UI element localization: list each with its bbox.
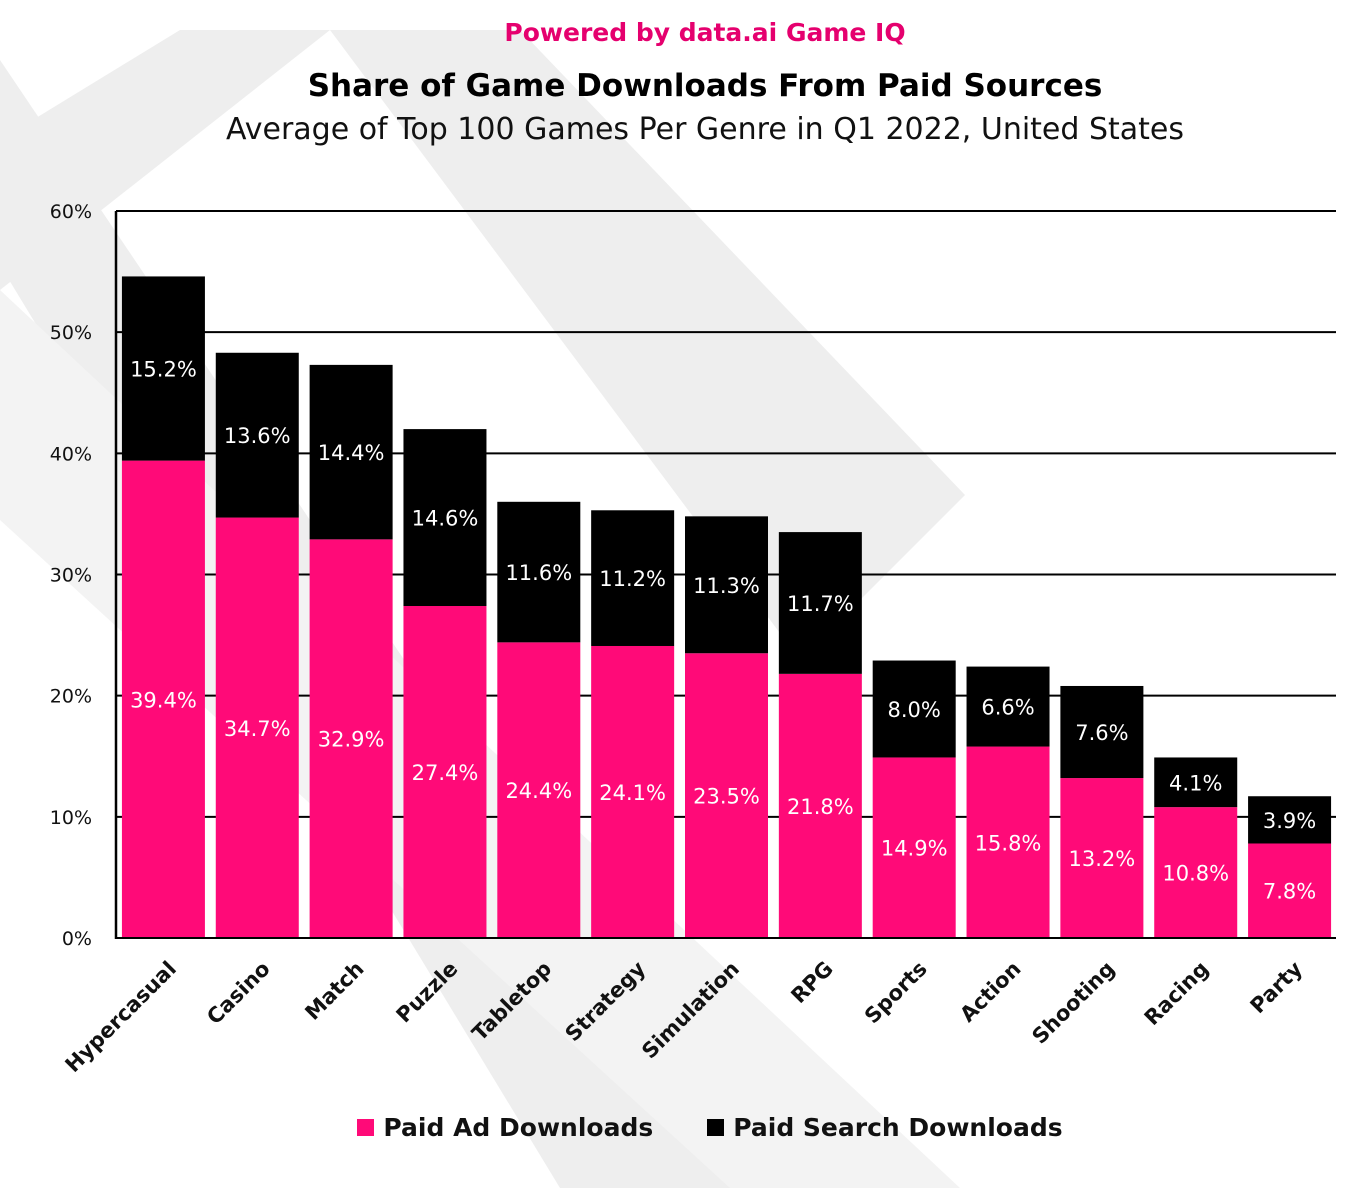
x-tick-label: Strategy xyxy=(561,956,651,1046)
x-tick-label: Tabletop xyxy=(467,957,556,1046)
data-label-paid-ad: 24.4% xyxy=(505,779,572,803)
x-tick-label: Casino xyxy=(202,957,275,1030)
bar-paid-search xyxy=(309,364,393,540)
bar-paid-ad xyxy=(966,746,1050,938)
bar-paid-ad xyxy=(121,460,205,938)
legend-item-paid-search: Paid Search Downloads xyxy=(707,1113,1063,1142)
data-label-paid-search: 11.7% xyxy=(787,592,854,616)
bar-paid-search xyxy=(1248,796,1332,844)
data-label-paid-ad: 10.8% xyxy=(1162,862,1229,886)
data-label-paid-search: 4.1% xyxy=(1169,771,1222,795)
data-label-paid-ad: 24.1% xyxy=(599,781,666,805)
x-tick-label: RPG xyxy=(786,957,837,1008)
data-label-paid-search: 13.6% xyxy=(224,424,291,448)
legend: Paid Ad Downloads Paid Search Downloads xyxy=(0,1113,1372,1142)
data-label-paid-ad: 39.4% xyxy=(130,688,197,712)
bar-paid-ad xyxy=(591,645,675,938)
data-label-paid-search: 6.6% xyxy=(981,696,1034,720)
bar-paid-search xyxy=(497,501,581,643)
powered-by-label: Powered by data.ai Game IQ xyxy=(504,18,906,47)
y-tick-label: 50% xyxy=(50,322,92,344)
bar-paid-ad xyxy=(778,673,862,938)
x-tick-label: Racing xyxy=(1140,957,1214,1031)
bar-paid-ad xyxy=(309,539,393,938)
legend-swatch-paid-search xyxy=(707,1119,725,1136)
bar-paid-search xyxy=(685,516,768,654)
data-label-paid-search: 14.6% xyxy=(412,507,479,531)
bar-paid-ad xyxy=(497,642,581,938)
y-tick-label: 60% xyxy=(50,201,92,223)
bar-paid-ad xyxy=(1248,843,1332,938)
data-label-paid-search: 7.6% xyxy=(1075,721,1128,745)
bar-paid-ad xyxy=(1060,778,1144,938)
data-label-paid-ad: 23.5% xyxy=(693,785,760,809)
data-label-paid-ad: 14.9% xyxy=(881,837,948,861)
data-label-paid-ad: 13.2% xyxy=(1069,847,1136,871)
bar-paid-search xyxy=(121,276,205,461)
data-label-paid-search: 3.9% xyxy=(1263,809,1316,833)
x-tick-label: Action xyxy=(955,957,1025,1027)
bar-paid-search xyxy=(778,532,862,674)
x-tick-label: Shooting xyxy=(1027,957,1119,1049)
y-tick-label: 40% xyxy=(50,443,92,465)
bar-paid-ad xyxy=(872,757,956,938)
legend-label-paid-ad: Paid Ad Downloads xyxy=(383,1113,654,1142)
bar-paid-search xyxy=(215,352,299,518)
x-tick-label: Sports xyxy=(860,957,932,1029)
data-label-paid-search: 15.2% xyxy=(130,358,197,382)
bar-paid-search xyxy=(591,510,675,646)
axes xyxy=(114,211,1336,939)
data-label-paid-search: 11.6% xyxy=(505,561,572,585)
y-tick-labels: 0% 10% 20% 30% 40% 50% 60% xyxy=(50,201,92,950)
data-label-paid-ad: 21.8% xyxy=(787,795,854,819)
data-label-paid-search: 14.4% xyxy=(318,441,385,465)
legend-label-paid-search: Paid Search Downloads xyxy=(733,1113,1063,1142)
y-tick-label: 0% xyxy=(62,928,92,950)
data-label-paid-ad: 7.8% xyxy=(1263,880,1316,904)
x-tick-label: Simulation xyxy=(637,957,744,1064)
bar-paid-search xyxy=(1060,685,1144,779)
bar-paid-search xyxy=(966,666,1050,747)
x-tick-labels: Hypercasual Casino Match Puzzle Tabletop Stra… xyxy=(61,956,1308,1077)
x-tick-label: Match xyxy=(300,957,368,1025)
bar-paid-ad xyxy=(215,517,299,938)
x-tick-label: Puzzle xyxy=(392,957,463,1028)
bars: 39.4% 15.2% 34.7% 13.6% 32.9% 14.4% 27.4% 14.6%… xyxy=(121,276,1332,938)
y-tick-label: 30% xyxy=(50,565,92,587)
legend-item-paid-ad: Paid Ad Downloads xyxy=(357,1113,653,1142)
bar-paid-ad xyxy=(685,653,768,938)
legend-swatch-paid-ad xyxy=(357,1119,375,1136)
x-tick-label: Party xyxy=(1246,956,1308,1018)
chart-subtitle: Average of Top 100 Games Per Genre in Q1… xyxy=(225,112,1185,147)
x-tick-label: Hypercasual xyxy=(61,957,181,1077)
bar-paid-search xyxy=(403,429,487,607)
chart-title: Share of Game Downloads From Paid Source… xyxy=(307,68,1103,104)
data-label-paid-ad: 15.8% xyxy=(975,831,1042,855)
y-tick-label: 10% xyxy=(50,807,92,829)
bar-paid-ad xyxy=(1154,807,1238,938)
data-label-paid-ad: 32.9% xyxy=(318,728,385,752)
bar-paid-search xyxy=(872,660,956,758)
y-tick-label: 20% xyxy=(50,686,92,708)
data-label-paid-ad: 34.7% xyxy=(224,717,291,741)
data-label-paid-search: 8.0% xyxy=(888,698,941,722)
data-label-paid-ad: 27.4% xyxy=(412,761,479,785)
data-label-paid-search: 11.3% xyxy=(693,574,760,598)
bar-paid-search xyxy=(1154,757,1238,808)
bar-paid-ad xyxy=(403,606,487,938)
data-label-paid-search: 11.2% xyxy=(599,567,666,591)
